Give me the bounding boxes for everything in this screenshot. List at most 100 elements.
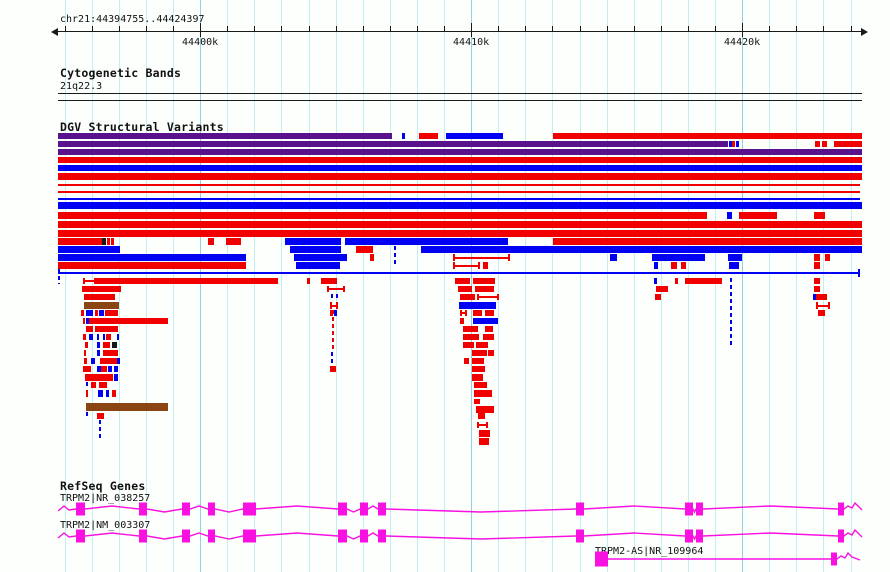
dgv-variant-segment[interactable] (814, 254, 820, 261)
gene-first-exon-box[interactable] (595, 551, 608, 567)
dgv-variant-segment[interactable] (729, 262, 739, 269)
gene-exon-box[interactable] (576, 502, 584, 516)
dgv-variant-segment[interactable] (84, 358, 87, 364)
dgv-variant-segment[interactable] (654, 278, 657, 284)
dgv-variant-segment[interactable] (84, 302, 119, 309)
dgv-variant-segment[interactable] (834, 141, 862, 147)
gene-intron-line[interactable] (57, 528, 863, 541)
dgv-variant-segment[interactable] (294, 254, 347, 261)
dgv-variant-segment[interactable] (814, 262, 820, 269)
dgv-variant-segment[interactable] (818, 310, 825, 316)
dgv-variant-segment[interactable] (483, 262, 488, 269)
gene-intron-line[interactable] (608, 551, 861, 561)
dgv-variant-segment[interactable] (81, 310, 84, 316)
dgv-variant-segment[interactable] (419, 133, 438, 139)
dgv-variant-segment[interactable] (85, 374, 113, 381)
dgv-variant-segment[interactable] (96, 278, 278, 284)
gene-exon-box[interactable] (243, 529, 256, 543)
dgv-variant-segment[interactable] (103, 350, 118, 356)
gene-exon-box[interactable] (360, 529, 368, 543)
dgv-variant-segment[interactable] (111, 238, 114, 245)
dgv-variant-segment[interactable] (334, 310, 337, 316)
dgv-variant-segment[interactable] (58, 230, 862, 237)
gene-exon-box[interactable] (182, 502, 190, 516)
dgv-variant-segment[interactable] (459, 302, 496, 309)
dgv-variant-segment[interactable] (464, 358, 469, 364)
dgv-variant-segment[interactable] (463, 342, 474, 348)
dgv-variant-segment[interactable] (460, 318, 464, 324)
dgv-variant-segment[interactable] (58, 173, 862, 180)
dgv-variant-segment[interactable] (463, 326, 478, 332)
dgv-variant-segment[interactable] (446, 133, 503, 139)
dgv-variant-segment[interactable] (472, 366, 485, 372)
dgv-variant-segment[interactable] (681, 262, 686, 269)
dgv-variant-segment[interactable] (402, 133, 405, 139)
dgv-variant-segment[interactable] (226, 238, 241, 245)
gene-exon-box[interactable] (139, 529, 147, 543)
dgv-variant-segment[interactable] (97, 366, 101, 372)
dgv-variant-segment[interactable] (83, 334, 86, 340)
dgv-variant-segment[interactable] (114, 366, 118, 372)
dgv-variant-segment[interactable] (732, 141, 735, 147)
dgv-variant-segment[interactable] (727, 212, 732, 219)
dgv-variant-segment[interactable] (816, 294, 827, 300)
gene-exon-box[interactable] (139, 502, 147, 516)
gene-exon-box[interactable] (696, 529, 703, 543)
gene-exon-box[interactable] (360, 502, 368, 516)
dgv-variant-segment[interactable] (736, 141, 739, 147)
dgv-variant-segment[interactable] (654, 262, 658, 269)
dgv-variant-segment[interactable] (307, 278, 310, 284)
dgv-variant-segment[interactable] (103, 334, 105, 340)
dgv-variant-segment[interactable] (652, 254, 705, 261)
dgv-variant-segment[interactable] (86, 318, 89, 324)
dgv-variant-segment[interactable] (330, 310, 333, 316)
dgv-variant-segment[interactable] (483, 334, 494, 340)
dgv-variant-segment[interactable] (330, 366, 336, 372)
dgv-variant-segment[interactable] (86, 326, 93, 332)
dgv-vertical-mark[interactable] (58, 269, 60, 284)
dgv-variant-segment[interactable] (58, 272, 860, 274)
dgv-variant-segment[interactable] (95, 326, 118, 332)
dgv-variant-segment[interactable] (479, 438, 489, 445)
gene-exon-box[interactable] (831, 552, 837, 566)
dgv-variant-segment[interactable] (117, 334, 119, 340)
dgv-variant-segment[interactable] (98, 390, 103, 397)
dgv-variant-segment[interactable] (485, 326, 493, 332)
dgv-variant-segment[interactable] (58, 212, 707, 219)
dgv-variant-segment[interactable] (553, 238, 862, 245)
dgv-variant-segment[interactable] (99, 310, 104, 316)
dgv-variant-segment[interactable] (86, 403, 168, 411)
gene-exon-box[interactable] (76, 529, 85, 543)
dgv-variant-segment[interactable] (82, 286, 121, 292)
dgv-variant-segment[interactable] (86, 310, 93, 316)
dgv-variant-segment[interactable] (89, 318, 168, 324)
dgv-variant-segment[interactable] (101, 366, 107, 372)
dgv-variant-segment[interactable] (58, 133, 392, 139)
gene-exon-box[interactable] (182, 529, 190, 543)
dgv-variant-segment[interactable] (58, 184, 860, 186)
dgv-variant-segment[interactable] (356, 246, 373, 253)
gene-exon-box[interactable] (696, 502, 703, 516)
gene-exon-box[interactable] (576, 529, 584, 543)
dgv-variant-segment[interactable] (728, 254, 742, 261)
dgv-variant-segment[interactable] (655, 294, 661, 300)
gene-intron-line[interactable] (57, 501, 863, 514)
dgv-variant-segment[interactable] (729, 141, 732, 147)
dgv-variant-segment[interactable] (85, 342, 88, 348)
dgv-variant-segment[interactable] (671, 262, 677, 269)
dgv-variant-segment[interactable] (91, 382, 96, 388)
dgv-variant-segment[interactable] (102, 238, 106, 245)
dgv-variant-segment[interactable] (58, 254, 246, 261)
dgv-variant-segment[interactable] (107, 238, 110, 245)
dgv-variant-segment[interactable] (370, 254, 374, 261)
dgv-variant-segment[interactable] (58, 191, 860, 193)
dgv-variant-segment[interactable] (816, 302, 830, 309)
dgv-vertical-mark[interactable] (858, 269, 860, 277)
dgv-variant-segment[interactable] (100, 358, 117, 364)
dgv-variant-segment[interactable] (473, 278, 495, 284)
gene-exon-box[interactable] (338, 502, 347, 516)
dgv-variant-segment[interactable] (84, 350, 86, 356)
dgv-vertical-mark[interactable] (730, 278, 732, 348)
dgv-variant-segment[interactable] (474, 382, 487, 388)
dgv-variant-segment[interactable] (453, 254, 510, 261)
